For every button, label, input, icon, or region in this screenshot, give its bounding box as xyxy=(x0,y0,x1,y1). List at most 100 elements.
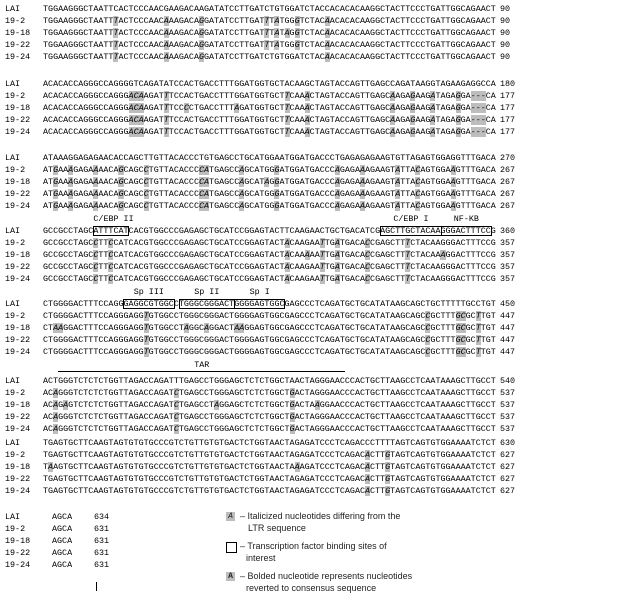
nucleotide: G xyxy=(274,412,280,422)
nucleotide: G xyxy=(249,226,255,236)
nucleotide: G xyxy=(133,177,139,187)
nucleotide: T xyxy=(264,438,270,448)
sequence-label: 19-2 xyxy=(5,450,26,460)
nucleotide: A xyxy=(490,79,496,89)
nucleotide: T xyxy=(359,103,365,113)
nucleotide: C xyxy=(209,115,215,125)
nucleotide: A xyxy=(279,201,285,211)
nucleotide: C xyxy=(480,250,486,260)
nucleotide: A xyxy=(118,52,124,62)
nucleotide: C xyxy=(480,238,486,248)
nucleotide: G xyxy=(204,4,210,14)
nucleotide: A xyxy=(329,424,335,434)
nucleotide: G xyxy=(128,474,134,484)
nucleotide: T xyxy=(334,450,340,460)
nucleotide: A xyxy=(173,16,179,26)
nucleotide: A xyxy=(395,424,401,434)
nucleotide: A xyxy=(329,412,335,422)
nucleotide: C xyxy=(198,347,204,357)
nucleotide: C xyxy=(123,4,129,14)
nucleotide: A xyxy=(78,189,84,199)
sequence: ACACACCAGGGCCAGGGACAAGATTTCCACTGACCTTTGG… xyxy=(43,127,496,137)
nucleotide: T xyxy=(490,311,496,321)
nucleotide: C xyxy=(143,400,149,410)
nucleotide: G xyxy=(214,474,220,484)
nucleotide: A xyxy=(420,274,426,284)
nucleotide: T xyxy=(219,79,225,89)
nucleotide: A xyxy=(73,299,79,309)
nucleotide: A xyxy=(93,450,99,460)
nucleotide: G xyxy=(490,250,496,260)
nucleotide: T xyxy=(279,79,285,89)
nucleotide: G xyxy=(455,103,461,113)
nucleotide: G xyxy=(148,311,154,321)
nucleotide: T xyxy=(103,262,109,272)
nucleotide: A xyxy=(334,376,340,386)
nucleotide: T xyxy=(43,4,49,14)
nucleotide: G xyxy=(475,412,481,422)
nucleotide: A xyxy=(299,103,305,113)
nucleotide: A xyxy=(168,177,174,187)
nucleotide: G xyxy=(430,438,436,448)
nucleotide: T xyxy=(284,474,290,484)
nucleotide: A xyxy=(289,335,295,345)
nucleotide: A xyxy=(274,486,280,496)
nucleotide: C xyxy=(73,486,79,496)
nucleotide: A xyxy=(334,103,340,113)
nucleotide: G xyxy=(214,189,220,199)
nucleotide: G xyxy=(73,52,79,62)
sequence: CTGGGGACTTTCCAGGGAGGTGTGGCCTGGGCGGGACTGG… xyxy=(43,347,496,357)
nucleotide: C xyxy=(460,226,466,236)
sequence: ATGAAAGAGAAAACAGCAGCCTGTTACACCCCATGAGCCA… xyxy=(43,165,496,175)
nucleotide: C xyxy=(470,299,476,309)
nucleotide: G xyxy=(214,450,220,460)
nucleotide: C xyxy=(158,52,164,62)
nucleotide: G xyxy=(425,153,431,163)
nucleotide: C xyxy=(420,424,426,434)
nucleotide: T xyxy=(173,438,179,448)
nucleotide: A xyxy=(254,335,260,345)
nucleotide: C xyxy=(53,274,59,284)
nucleotide: A xyxy=(78,79,84,89)
nucleotide: G xyxy=(450,52,456,62)
nucleotide: A xyxy=(113,438,119,448)
nucleotide: G xyxy=(294,347,300,357)
nucleotide: G xyxy=(455,91,461,101)
nucleotide: A xyxy=(269,238,275,248)
nucleotide: A xyxy=(354,462,360,472)
nucleotide: G xyxy=(133,335,139,345)
nucleotide: C xyxy=(234,226,240,236)
nucleotide: A xyxy=(370,323,376,333)
nucleotide: A xyxy=(58,177,64,187)
nucleotide: A xyxy=(405,103,411,113)
sequence-label: 19-2 xyxy=(5,524,26,534)
nucleotide: T xyxy=(264,127,270,137)
nucleotide: A xyxy=(143,115,149,125)
nucleotide: A xyxy=(390,40,396,50)
nucleotide: G xyxy=(354,91,360,101)
nucleotide: A xyxy=(314,153,320,163)
nucleotide: T xyxy=(209,424,215,434)
nucleotide: T xyxy=(465,238,471,248)
nucleotide: T xyxy=(284,91,290,101)
nucleotide: C xyxy=(133,16,139,26)
position-number: 537 xyxy=(500,412,516,422)
nucleotide: G xyxy=(249,4,255,14)
nucleotide: G xyxy=(58,376,64,386)
nucleotide: C xyxy=(420,323,426,333)
nucleotide: G xyxy=(193,376,199,386)
nucleotide: G xyxy=(400,438,406,448)
nucleotide: G xyxy=(148,450,154,460)
nucleotide: G xyxy=(138,450,144,460)
nucleotide: T xyxy=(329,115,335,125)
nucleotide: C xyxy=(173,115,179,125)
nucleotide: C xyxy=(103,103,109,113)
nucleotide: C xyxy=(239,238,245,248)
nucleotide: T xyxy=(108,40,114,50)
nucleotide: A xyxy=(365,177,371,187)
nucleotide: T xyxy=(224,28,230,38)
nucleotide: T xyxy=(193,79,199,89)
nucleotide: C xyxy=(239,226,245,236)
nucleotide: T xyxy=(118,400,124,410)
nucleotide: G xyxy=(108,424,114,434)
